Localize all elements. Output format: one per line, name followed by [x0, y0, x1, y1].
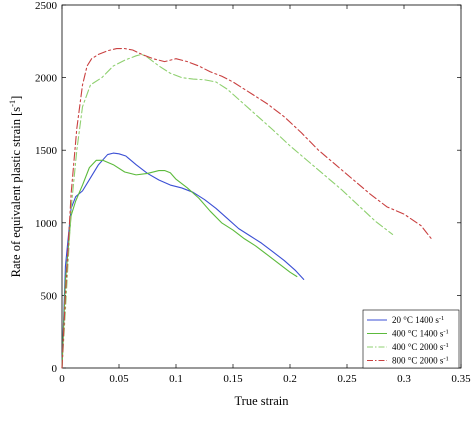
- legend-label-main: 800 °C 2000 s: [392, 356, 444, 366]
- legend-label-main: 400 °C 1400 s: [392, 329, 444, 339]
- y-tick-label: 2000: [35, 73, 58, 85]
- legend-label-main: 400 °C 2000 s: [392, 342, 444, 352]
- legend-label-sup: -1: [443, 329, 448, 336]
- x-axis-title: True strain: [234, 394, 289, 408]
- y-tick-label: 0: [52, 363, 58, 375]
- y-axis-title: Rate of equivalent plastic strain [s-1]: [7, 96, 23, 278]
- x-tick-label: 0.3: [397, 373, 411, 385]
- series-line-2: [61, 159, 298, 369]
- x-tick-label: 0.1: [169, 373, 183, 385]
- series-line-1: [61, 152, 305, 369]
- x-axis-ticks: 0 0.05 0.1 0.15 0.2 0.25 0.3 0.35: [59, 5, 471, 385]
- y-tick-label: 2500: [35, 0, 58, 12]
- legend-label-sup: -1: [443, 356, 448, 363]
- x-tick-label: 0.05: [109, 373, 129, 385]
- legend-label-main: 20 °C 1400 s: [392, 315, 439, 325]
- plot-area: [61, 4, 462, 369]
- x-tick-label: 0.2: [283, 373, 297, 385]
- x-tick-label: 0.35: [451, 373, 471, 385]
- y-tick-label: 1000: [35, 218, 58, 230]
- x-tick-label: 0.15: [223, 373, 243, 385]
- series-lines: [61, 48, 434, 369]
- y-tick-label: 1500: [35, 145, 58, 157]
- legend: 20 °C 1400 s-1400 °C 1400 s-1400 °C 2000…: [362, 309, 460, 369]
- x-tick-label: 0: [59, 373, 65, 385]
- y-axis-title-sup: -1: [7, 100, 17, 107]
- legend-label-sup: -1: [439, 315, 444, 322]
- legend-label: 400 °C 2000 s-1: [392, 342, 449, 352]
- y-tick-label: 500: [41, 290, 58, 302]
- y-axis-ticks: 0 500 1000 1500 2000 2500: [35, 0, 461, 375]
- legend-label-sup: -1: [443, 342, 448, 349]
- legend-items: 20 °C 1400 s-1400 °C 1400 s-1400 °C 2000…: [367, 315, 449, 366]
- series-line-3: [61, 53, 394, 369]
- legend-label: 400 °C 1400 s-1: [392, 329, 449, 339]
- legend-label: 800 °C 2000 s-1: [392, 356, 449, 366]
- legend-label: 20 °C 1400 s-1: [392, 315, 444, 325]
- series-line-4: [61, 48, 434, 369]
- y-axis-title-main: Rate of equivalent plastic strain [s: [9, 107, 23, 278]
- y-axis-title-end: ]: [9, 96, 23, 100]
- x-tick-label: 0.25: [337, 373, 357, 385]
